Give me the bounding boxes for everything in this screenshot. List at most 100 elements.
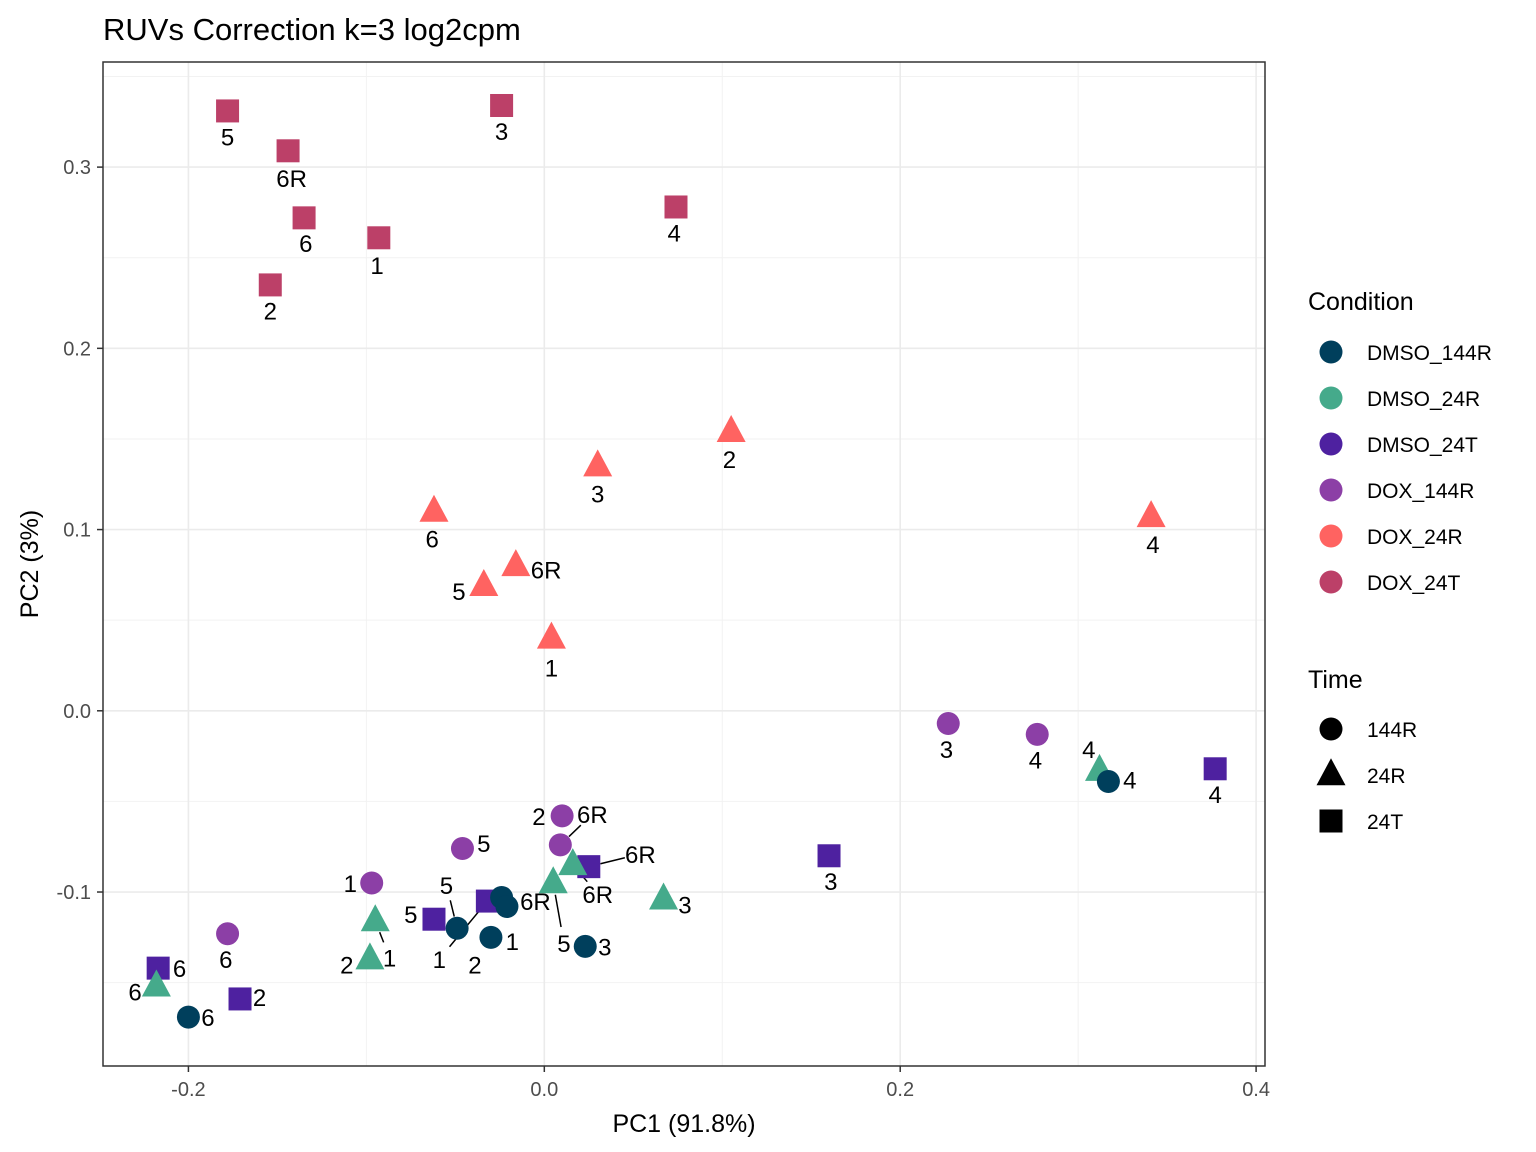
point-label: 6R <box>577 802 608 829</box>
point-dox-144r-1 <box>360 871 384 895</box>
point-label: 6 <box>173 956 186 983</box>
x-axis-ticks: -0.2 0.0 0.2 0.4 <box>171 1066 1270 1101</box>
point-label: 3 <box>824 869 837 896</box>
point-label: 1 <box>383 945 396 972</box>
y-tick-label: -0.1 <box>57 882 91 904</box>
legend-condition-label: DOX_24R <box>1367 526 1463 549</box>
point-label: 6 <box>299 231 312 258</box>
legend-condition-label: DMSO_24R <box>1367 388 1480 411</box>
point-dox-144r-2 <box>550 804 574 828</box>
point-dmso-144r-6 <box>176 1005 200 1029</box>
point-label: 4 <box>668 220 681 247</box>
legend-time-label: 24T <box>1367 811 1403 834</box>
legend-time-label: 24R <box>1367 765 1406 788</box>
point-dmso-24r-5 <box>538 866 568 894</box>
point-dmso-24r-6 <box>141 969 171 997</box>
point-dox-24t-5 <box>216 99 240 123</box>
y-tick-label: 0.3 <box>63 157 91 179</box>
plot-panel-border <box>102 61 1266 1067</box>
point-label: 5 <box>440 873 453 900</box>
x-tick-label: 0.0 <box>530 1079 558 1101</box>
point-dmso-144r-3 <box>573 934 597 958</box>
point-dox-24r-6 <box>419 494 449 522</box>
point-label: 1 <box>433 947 446 974</box>
point-dox-24t-6r <box>276 139 300 163</box>
point-label: 5 <box>404 902 417 929</box>
point-dox-24t-6 <box>292 206 316 230</box>
point-dox-144r-4 <box>1025 722 1049 746</box>
point-label: 6R <box>276 166 307 193</box>
legend-condition-title: Condition <box>1308 288 1414 316</box>
point-dox-144r-6 <box>216 922 240 946</box>
point-dox-24t-3 <box>490 93 514 117</box>
y-tick-label: 0.1 <box>63 520 91 542</box>
point-dmso-24t-5 <box>422 907 446 931</box>
point-dox-24t-4 <box>664 195 688 219</box>
point-dmso-24t-3 <box>817 844 841 868</box>
point-dox-24r-6r <box>501 549 531 577</box>
legend-condition-swatch <box>1319 432 1343 456</box>
legend-times: 144R 24R 24T <box>1316 717 1417 834</box>
y-axis-ticks: -0.1 0.0 0.1 0.2 0.3 <box>57 157 103 904</box>
point-label: 5 <box>557 931 570 958</box>
legend-condition-swatch <box>1319 386 1343 410</box>
legend-condition-label: DOX_144R <box>1367 480 1474 503</box>
point-dox-24r-2 <box>716 414 746 442</box>
legend-condition-label: DMSO_144R <box>1367 342 1492 365</box>
point-dox-24t-1 <box>367 226 391 250</box>
label-connector <box>449 900 455 917</box>
point-label: 6 <box>201 1005 214 1032</box>
legend-time-title: Time <box>1308 666 1363 694</box>
point-label: 6R <box>625 842 656 869</box>
point-dmso-144r-1 <box>495 895 519 919</box>
x-tick-label: -0.2 <box>171 1079 205 1101</box>
point-dox-24r-5 <box>469 569 499 597</box>
point-label: 6R <box>582 882 613 909</box>
point-dox-144r-5 <box>450 837 474 861</box>
point-dox-144r-6r <box>548 833 572 857</box>
point-label: 2 <box>264 298 277 325</box>
label-connector <box>600 857 626 865</box>
point-dox-24r-3 <box>583 449 613 477</box>
point-label: 6 <box>426 527 439 554</box>
legend-condition-label: DMSO_24T <box>1367 434 1478 457</box>
legend-time-square-icon <box>1319 809 1343 833</box>
point-dmso-24t-6 <box>146 956 170 980</box>
y-tick-label: 0.2 <box>63 338 91 360</box>
point-label: 3 <box>495 119 508 146</box>
legend-time-label: 144R <box>1367 719 1417 742</box>
legend-condition-swatch <box>1319 478 1343 502</box>
point-label: 4 <box>1029 748 1042 775</box>
chart-title: RUVs Correction k=3 log2cpm <box>103 12 521 47</box>
point-label: 2 <box>253 985 266 1012</box>
point-label: 6R <box>531 557 562 584</box>
x-tick-label: 0.4 <box>1242 1079 1270 1101</box>
legend-condition-label: DOX_24T <box>1367 572 1461 595</box>
point-label: 2 <box>340 953 353 980</box>
point-label: 3 <box>598 934 611 961</box>
point-dmso-24r-2 <box>355 942 385 970</box>
point-label: 5 <box>477 831 490 858</box>
point-label: 1 <box>545 655 558 682</box>
point-label: 6 <box>128 980 141 1007</box>
y-tick-label: 0.0 <box>63 701 91 723</box>
legend-time-triangle-icon <box>1316 758 1346 786</box>
legend-condition-swatch <box>1319 524 1343 548</box>
point-label: 6R <box>520 889 551 916</box>
y-axis-title: PC2 (3%) <box>16 510 44 618</box>
point-dox-144r-3 <box>936 711 960 735</box>
point-label: 4 <box>1123 768 1136 795</box>
point-dmso-144r-2 <box>479 925 503 949</box>
point-label: 4 <box>1208 782 1221 809</box>
point-label: 2 <box>468 953 481 980</box>
point-label: 6 <box>219 947 232 974</box>
point-label: 4 <box>1082 737 1095 764</box>
point-dmso-24r-6r <box>558 848 588 876</box>
label-connector <box>554 894 562 928</box>
label-connector <box>568 824 582 838</box>
point-label: 1 <box>344 871 357 898</box>
point-dmso-24t-4 <box>1203 757 1227 781</box>
point-label: 2 <box>723 447 736 474</box>
